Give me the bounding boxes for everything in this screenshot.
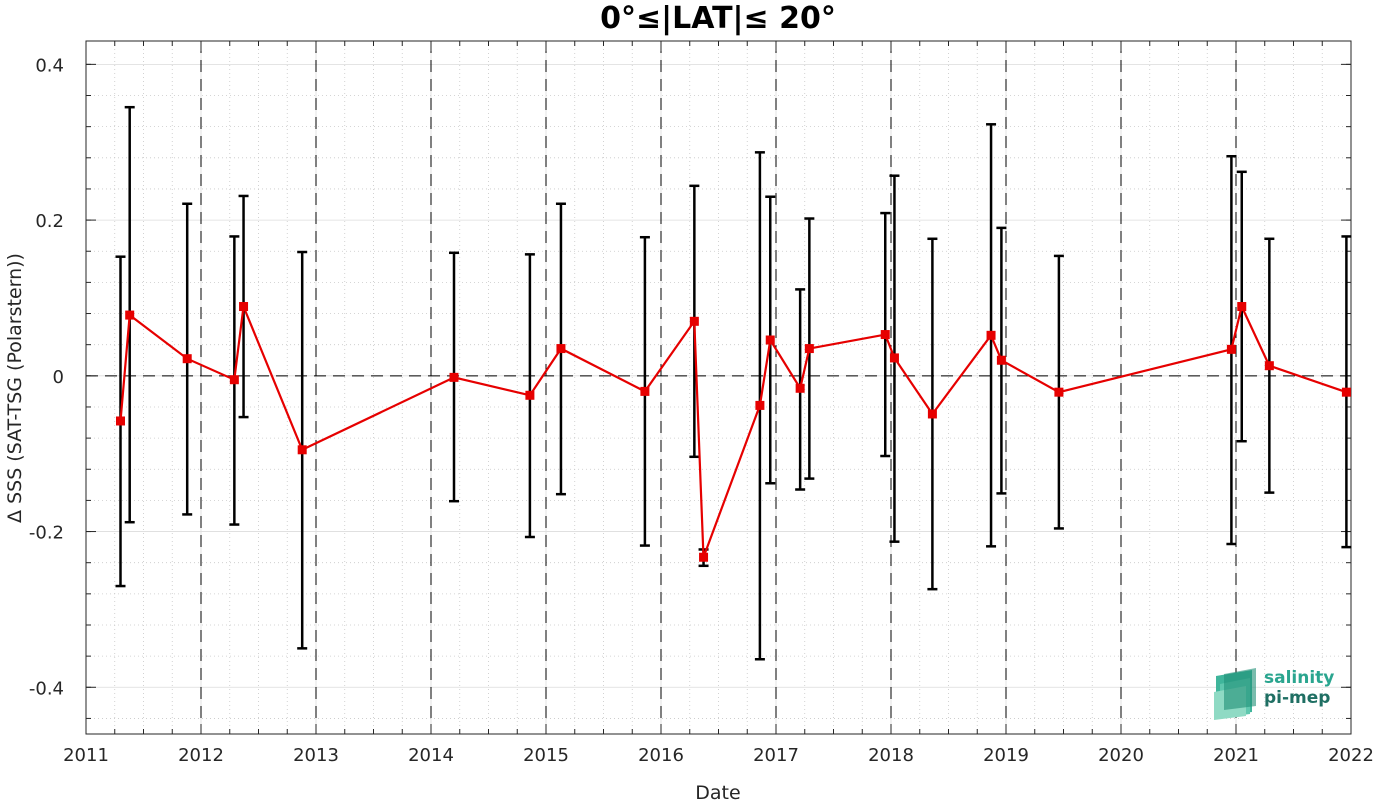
y-tick-label: -0.4 bbox=[29, 678, 64, 699]
x-tick-label: 2012 bbox=[178, 745, 224, 766]
data-point bbox=[689, 316, 699, 326]
data-point bbox=[449, 372, 459, 382]
data-point bbox=[1341, 387, 1351, 397]
data-point bbox=[804, 344, 814, 354]
data-point bbox=[986, 330, 996, 340]
data-point bbox=[239, 302, 249, 312]
data-point bbox=[525, 390, 535, 400]
x-tick-label: 2019 bbox=[983, 745, 1029, 766]
data-point bbox=[640, 386, 650, 396]
x-axis-label: Date bbox=[695, 782, 740, 801]
error-bars bbox=[115, 105, 1352, 661]
chart-title: 0°≤|LAT|≤ 20° bbox=[600, 1, 836, 36]
series-line bbox=[119, 302, 1347, 558]
data-point bbox=[1237, 302, 1247, 312]
data-point bbox=[182, 354, 192, 364]
data-point bbox=[229, 375, 239, 385]
data-point bbox=[880, 330, 890, 340]
axes: 2011 2012 2013 2014 2015 2016 2017 2018 2019 2020… bbox=[29, 40, 1374, 766]
x-tick-label: 2013 bbox=[293, 745, 339, 766]
data-point bbox=[297, 445, 307, 455]
data-point bbox=[755, 400, 765, 410]
data-point bbox=[996, 355, 1006, 365]
x-tick-label: 2018 bbox=[868, 745, 914, 766]
data-point bbox=[556, 344, 566, 354]
x-tick-label: 2016 bbox=[638, 745, 684, 766]
data-point bbox=[795, 383, 805, 393]
x-tick-label: 2017 bbox=[753, 745, 799, 766]
data-point bbox=[889, 353, 899, 363]
logo-text-salinity: salinity bbox=[1264, 668, 1335, 688]
data-point bbox=[125, 310, 135, 320]
x-tick-label: 2014 bbox=[408, 745, 454, 766]
wave-logo-icon bbox=[1214, 668, 1256, 720]
data-point bbox=[699, 552, 709, 562]
y-tick-label: 0.4 bbox=[35, 55, 64, 76]
x-tick-label: 2020 bbox=[1098, 745, 1144, 766]
series-line-path bbox=[119, 302, 1347, 558]
data-point bbox=[116, 416, 125, 426]
x-tick-label: 2011 bbox=[63, 745, 109, 766]
data-point bbox=[1264, 361, 1274, 371]
data-point bbox=[1226, 344, 1236, 354]
data-point bbox=[927, 409, 937, 419]
data-point bbox=[1054, 387, 1064, 397]
y-tick-label: 0.2 bbox=[35, 211, 64, 232]
x-tick-label: 2021 bbox=[1213, 745, 1259, 766]
x-tick-label: 2015 bbox=[523, 745, 569, 766]
data-point bbox=[765, 335, 775, 345]
logo-text-pi-mep: pi-mep bbox=[1264, 688, 1331, 708]
y-tick-label: 0 bbox=[53, 367, 64, 388]
x-tick-label: 2022 bbox=[1328, 745, 1374, 766]
y-tick-label: -0.2 bbox=[29, 523, 64, 544]
data-markers bbox=[116, 302, 1351, 562]
year-boundaries bbox=[200, 41, 1237, 734]
salinity-pi-mep-logo: salinity pi-mep bbox=[1212, 666, 1352, 722]
y-axis-label: Δ SSS (SAT-TSG (Polarstern)) bbox=[4, 253, 26, 523]
